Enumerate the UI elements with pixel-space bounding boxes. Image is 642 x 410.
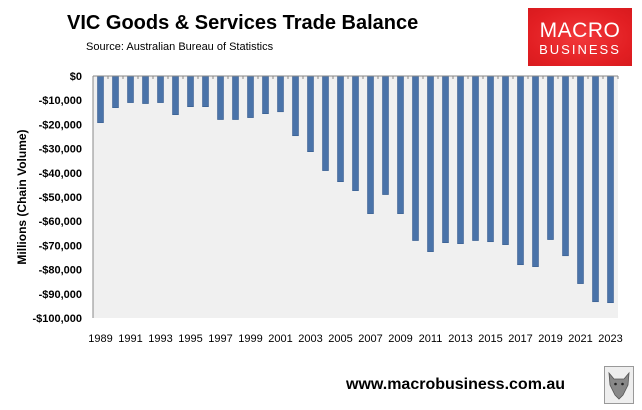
y-tick-label: $0 [70, 71, 82, 83]
x-tick-label: 2001 [268, 333, 292, 345]
bar-2019 [547, 75, 554, 240]
x-tick-label: 2005 [328, 333, 352, 345]
bar-1994 [172, 75, 179, 115]
y-tick-label: -$90,000 [39, 289, 82, 301]
bar-2014 [472, 75, 479, 241]
x-tick-label: 2013 [448, 333, 472, 345]
chart-source: Source: Australian Bureau of Statistics [86, 41, 274, 53]
x-tick-label: 1991 [118, 333, 142, 345]
bar-1992 [142, 75, 149, 104]
x-tick-label: 1999 [238, 333, 262, 345]
bar-2007 [367, 75, 374, 214]
x-tick-label: 2003 [298, 333, 322, 345]
bar-1989 [97, 75, 104, 123]
y-tick-label: -$80,000 [39, 265, 82, 277]
y-tick-label: -$30,000 [39, 144, 82, 156]
bar-1990 [112, 75, 119, 108]
x-tick-label: 2023 [598, 333, 622, 345]
bar-2020 [562, 75, 569, 257]
y-tick-label: -$50,000 [39, 192, 82, 204]
bar-2005 [337, 75, 344, 183]
bar-2010 [412, 75, 419, 241]
x-tick-label: 2011 [419, 333, 443, 345]
x-tick-label: 2015 [478, 333, 502, 345]
bar-1995 [187, 75, 194, 107]
x-tick-label: 1997 [208, 333, 232, 345]
bar-2023 [607, 75, 614, 304]
bar-2001 [277, 75, 284, 113]
bar-1997 [217, 75, 224, 120]
bar-1998 [232, 75, 239, 120]
wolf-icon [604, 366, 634, 404]
x-tick-label: 2017 [508, 333, 532, 345]
logo-line2: BUSINESS [539, 42, 621, 57]
bar-2015 [487, 75, 494, 243]
chart-title: VIC Goods & Services Trade Balance [67, 12, 419, 34]
x-tick-label: 2007 [358, 333, 382, 345]
y-tick-label: -$10,000 [39, 95, 82, 107]
x-tick-label: 1993 [148, 333, 172, 345]
macrobusiness-logo: MACRO BUSINESS [528, 8, 632, 66]
website-url: www.macrobusiness.com.au [346, 376, 566, 393]
logo-line1: MACRO [539, 19, 621, 42]
bar-2004 [322, 75, 329, 171]
x-tick-label: 1995 [178, 333, 202, 345]
bar-2021 [577, 75, 584, 284]
bar-2003 [307, 75, 314, 152]
y-tick-label: -$70,000 [39, 240, 82, 252]
bar-1996 [202, 75, 209, 107]
bar-2016 [502, 75, 509, 245]
y-tick-label: -$100,000 [32, 313, 82, 325]
bar-2009 [397, 75, 404, 214]
y-tick-label: -$60,000 [39, 216, 82, 228]
bar-2002 [292, 75, 299, 137]
x-tick-label: 2019 [538, 333, 562, 345]
x-tick-label: 2021 [568, 333, 592, 345]
bar-2022 [592, 75, 599, 303]
bar-1999 [247, 75, 254, 118]
bar-2011 [427, 75, 434, 252]
bar-1993 [157, 75, 164, 103]
bar-2012 [442, 75, 449, 243]
bar-1991 [127, 75, 134, 103]
x-tick-label: 2009 [388, 333, 412, 345]
y-tick-label: -$40,000 [39, 168, 82, 180]
y-tick-label: -$20,000 [39, 119, 82, 131]
bar-2013 [457, 75, 464, 244]
bar-2018 [532, 75, 539, 267]
bar-2008 [382, 75, 389, 195]
bar-2000 [262, 75, 269, 115]
bar-2017 [517, 75, 524, 266]
bar-2006 [352, 75, 359, 191]
x-tick-label: 1989 [88, 333, 112, 345]
